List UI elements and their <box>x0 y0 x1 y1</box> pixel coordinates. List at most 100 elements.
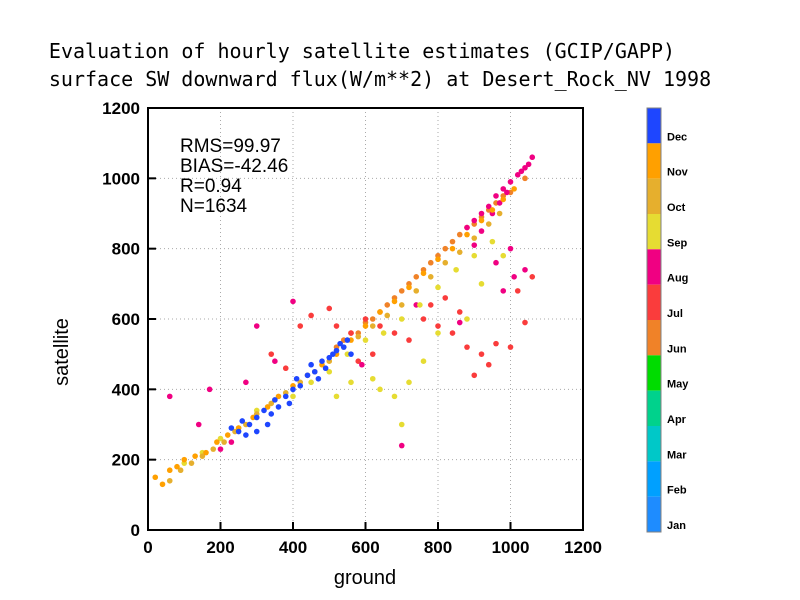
data-point-aug <box>500 186 507 192</box>
data-point-aug <box>507 179 514 185</box>
data-point-aug <box>471 242 478 248</box>
data-point-nov <box>174 463 180 470</box>
x-tick-label: 1000 <box>492 538 530 557</box>
data-point-oct <box>177 467 184 474</box>
data-point-jul <box>326 305 333 312</box>
data-point-jun <box>522 175 528 182</box>
data-point-sep <box>398 316 405 322</box>
data-point-jul <box>471 372 478 379</box>
legend-label-feb: Feb <box>667 485 687 497</box>
data-point-jul <box>507 344 514 350</box>
data-point-sep <box>453 266 459 273</box>
data-point-jul <box>514 288 521 294</box>
data-point-sep <box>435 330 441 336</box>
legend-label-jan: Jan <box>667 520 686 532</box>
data-point-nov <box>264 404 271 410</box>
data-point-jul <box>456 309 463 315</box>
data-point-oct <box>199 453 206 459</box>
data-point-sep <box>290 393 296 400</box>
data-point-aug <box>228 439 235 445</box>
data-point-sep <box>478 281 485 287</box>
data-point-oct <box>221 439 227 445</box>
data-point-nov <box>420 270 427 277</box>
data-point-dec <box>246 421 253 428</box>
legend-swatch-nov <box>647 143 661 179</box>
data-point-jul <box>391 330 398 336</box>
legend-swatch-jun <box>647 320 661 356</box>
data-point-sep <box>217 435 224 442</box>
data-point-oct <box>384 312 391 319</box>
data-point-aug <box>507 245 514 252</box>
x-tick-label: 200 <box>206 538 234 557</box>
legend-swatch-apr <box>647 390 661 426</box>
data-point-aug <box>529 154 536 161</box>
y-tick-label: 200 <box>112 451 140 470</box>
data-point-dec <box>253 428 260 435</box>
data-point-sep <box>464 316 470 322</box>
data-point-dec <box>308 361 314 368</box>
legend-label-may: May <box>667 379 689 391</box>
data-point-jul <box>297 323 304 329</box>
legend-label-mar: Mar <box>667 449 687 461</box>
data-point-jul <box>355 358 362 365</box>
data-point-jul <box>369 351 376 357</box>
data-point-nov <box>275 393 282 400</box>
data-point-dec <box>275 404 282 410</box>
data-point-sep <box>333 393 340 400</box>
data-point-aug <box>217 446 224 452</box>
data-point-aug <box>243 379 249 386</box>
data-point-sep <box>489 238 496 245</box>
legend-swatch-mar <box>647 426 661 462</box>
data-point-aug <box>522 164 528 171</box>
data-point-dec <box>272 397 278 403</box>
data-point-aug <box>456 319 463 326</box>
data-point-sep <box>500 252 507 259</box>
x-tick-label: 600 <box>351 538 379 557</box>
data-point-oct <box>166 477 173 484</box>
legend-swatch-dec <box>647 108 661 144</box>
data-point-sep <box>406 379 412 386</box>
legend-swatch-jan <box>647 496 661 532</box>
data-point-jul <box>308 312 314 319</box>
data-point-oct <box>268 400 275 407</box>
data-point-oct <box>471 235 478 241</box>
data-point-sep <box>391 393 398 400</box>
data-point-aug <box>464 224 470 231</box>
data-point-sep <box>369 375 376 382</box>
data-point-jun <box>427 259 434 266</box>
data-point-oct <box>496 210 503 217</box>
data-point-aug <box>272 358 278 365</box>
legend-label-dec: Dec <box>667 131 687 143</box>
legend-swatch-jul <box>647 284 661 320</box>
legend-swatch-sep <box>647 214 661 250</box>
data-point-aug <box>478 210 485 217</box>
data-point-oct <box>355 333 362 340</box>
data-point-aug <box>478 228 485 234</box>
legend-label-sep: Sep <box>667 237 687 249</box>
data-point-oct <box>427 274 434 280</box>
data-point-nov <box>464 231 470 238</box>
data-point-sep <box>435 284 441 291</box>
data-point-aug <box>493 193 499 199</box>
data-point-jun <box>449 238 456 245</box>
data-point-sep <box>362 337 369 343</box>
data-point-sep <box>471 252 478 259</box>
data-point-aug <box>290 298 296 305</box>
data-point-oct <box>188 460 195 466</box>
data-point-dec <box>337 340 343 347</box>
stat-r: R=0.94 <box>180 176 242 197</box>
data-point-sep <box>348 379 354 386</box>
stat-rms: RMS=99.97 <box>180 136 281 157</box>
data-point-jul <box>442 295 449 301</box>
data-point-nov <box>377 309 383 315</box>
data-point-jul <box>449 330 456 336</box>
data-point-aug <box>522 266 528 273</box>
data-point-oct <box>485 221 492 227</box>
data-point-nov <box>152 474 159 481</box>
data-point-dec <box>261 407 267 414</box>
data-point-nov <box>159 481 166 488</box>
data-point-nov <box>203 449 209 456</box>
data-point-jul <box>435 323 441 329</box>
data-point-jul <box>427 302 434 308</box>
legend-swatch-feb <box>647 461 661 497</box>
